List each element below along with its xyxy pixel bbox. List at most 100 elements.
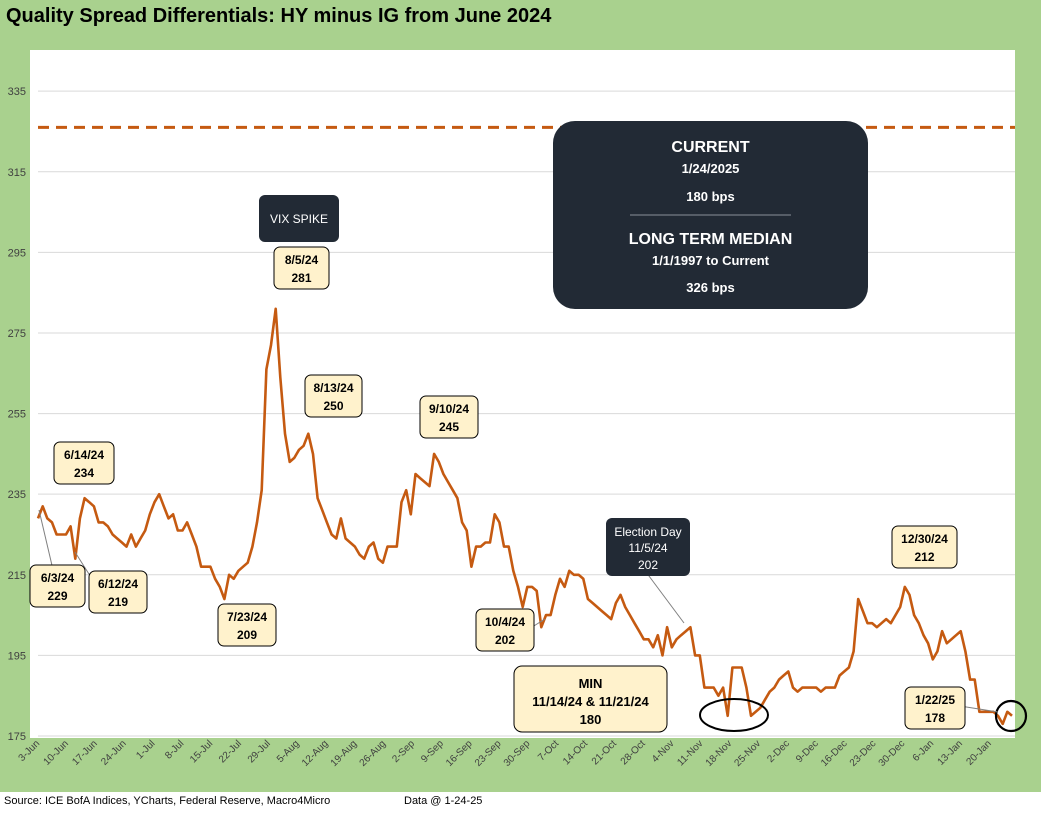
min-callout: MIN 11/14/24 & 11/21/24 180 — [513, 665, 668, 733]
x-tick-label: 15-Jul — [188, 738, 215, 765]
callout-date: 6/12/24 — [98, 577, 138, 591]
callout-date: 10/4/24 — [485, 615, 525, 629]
median-value: 326 bps — [686, 280, 734, 295]
callout-6-14: 6/14/24 234 — [53, 441, 115, 485]
election-date: 11/5/24 — [628, 541, 667, 555]
y-tick-label: 315 — [8, 167, 26, 179]
x-tick-label: 12-Aug — [300, 738, 331, 769]
source-note: Source: ICE BofA Indices, YCharts, Feder… — [4, 795, 331, 807]
current-highlight-circle — [994, 699, 1028, 733]
x-tick-label: 2-Sep — [390, 738, 417, 765]
vix-spike-label: VIX SPIKE — [259, 195, 339, 242]
x-tick-label: 29-Jul — [246, 738, 273, 765]
x-tick-label: 28-Oct — [619, 738, 648, 767]
min-label: MIN — [579, 676, 603, 691]
callout-date: 6/14/24 — [64, 448, 104, 462]
x-tick-label: 8-Jul — [163, 738, 186, 761]
y-tick-label: 175 — [8, 731, 26, 743]
y-tick-label: 295 — [8, 247, 26, 259]
election-day-callout: Election Day 11/5/24 202 — [606, 518, 690, 576]
x-tick-label: 13-Jan — [936, 738, 965, 767]
x-tick-label: 10-Jun — [42, 738, 71, 767]
current-label: CURRENT — [671, 139, 749, 156]
x-tick-label: 20-Jan — [964, 738, 993, 767]
callout-date: 8/13/24 — [313, 381, 353, 395]
chart-frame: 175 195 215 235 255 275 295 315 335 3-Jun 10-Jun 17… — [0, 34, 1041, 792]
min-highlight-ellipse — [699, 698, 769, 732]
data-date-note: Data @ 1-24-25 — [404, 795, 483, 807]
chart-title: Quality Spread Differentials: HY minus I… — [6, 5, 552, 27]
x-tick-label: 9-Sep — [419, 738, 446, 765]
callout-date: 1/22/25 — [915, 693, 955, 707]
callout-value: 250 — [323, 399, 343, 413]
x-tick-label: 11-Nov — [675, 738, 705, 768]
x-tick-label: 30-Sep — [502, 738, 533, 769]
callout-6-12: 6/12/24 219 — [88, 570, 148, 614]
x-tick-label: 17-Jun — [70, 738, 99, 767]
leader-election — [645, 571, 685, 624]
leader-6-3 — [38, 509, 55, 575]
x-tick-label: 5-Aug — [275, 738, 302, 765]
election-label: Election Day — [614, 525, 681, 539]
callout-6-3: 6/3/24 229 — [29, 564, 86, 608]
election-value: 202 — [638, 558, 658, 572]
y-tick-label: 195 — [8, 650, 26, 662]
x-tick-label: 16-Dec — [819, 738, 850, 769]
x-tick-label: 7-Oct — [536, 738, 561, 763]
x-tick-label: 9-Dec — [794, 738, 821, 765]
callout-12-30: 12/30/24 212 — [891, 525, 958, 569]
callout-7-23: 7/23/24 209 — [217, 603, 277, 647]
x-tick-label: 30-Dec — [877, 738, 908, 769]
x-tick-label: 24-Jun — [99, 738, 128, 767]
vix-spike-text: VIX SPIKE — [270, 212, 328, 226]
info-box: CURRENT 1/24/2025 180 bps LONG TERM MEDI… — [553, 121, 868, 309]
x-tick-label: 18-Nov — [704, 738, 735, 769]
x-tick-label: 6-Jan — [911, 738, 936, 763]
callout-date: 7/23/24 — [227, 610, 267, 624]
x-tick-label: 23-Sep — [473, 738, 504, 769]
x-tick-label: 16-Sep — [444, 738, 475, 769]
callout-value: 234 — [74, 466, 94, 480]
callout-9-10: 9/10/24 245 — [419, 395, 479, 439]
callout-8-13: 8/13/24 250 — [304, 374, 363, 418]
x-tick-label: 4-Nov — [650, 738, 677, 765]
callout-value: 245 — [439, 420, 459, 434]
min-dates: 11/14/24 & 11/21/24 — [532, 694, 649, 709]
y-tick-label: 335 — [8, 86, 26, 98]
x-tick-label: 19-Aug — [329, 738, 360, 769]
callout-8-5: 8/5/24 281 — [273, 246, 330, 290]
callout-date: 9/10/24 — [429, 402, 469, 416]
y-tick-label: 235 — [8, 489, 26, 501]
callout-date: 6/3/24 — [41, 571, 75, 585]
median-label: LONG TERM MEDIAN — [629, 231, 793, 248]
x-tick-label: 25-Nov — [733, 738, 764, 769]
callout-value: 202 — [495, 633, 515, 647]
x-tick-label: 2-Dec — [765, 738, 792, 765]
callout-10-4: 10/4/24 202 — [475, 608, 535, 652]
callout-1-22: 1/22/25 178 — [904, 686, 966, 730]
median-period: 1/1/1997 to Current — [652, 253, 770, 268]
leader-1-22 — [959, 705, 999, 713]
callout-value: 281 — [291, 271, 311, 285]
callout-value: 219 — [108, 595, 128, 609]
y-tick-label: 215 — [8, 570, 26, 582]
y-tick-label: 275 — [8, 328, 26, 340]
callout-date: 12/30/24 — [901, 532, 948, 546]
callout-value: 212 — [914, 550, 934, 564]
x-tick-label: 23-Dec — [848, 738, 879, 769]
y-tick-label: 255 — [8, 409, 26, 421]
x-tick-label: 26-Aug — [358, 738, 389, 769]
current-value: 180 bps — [686, 189, 734, 204]
callout-value: 178 — [925, 711, 945, 725]
x-tick-label: 14-Oct — [561, 738, 590, 767]
series-line — [36, 307, 1013, 726]
title-bar: Quality Spread Differentials: HY minus I… — [0, 0, 1041, 34]
x-tick-label: 1-Jul — [134, 738, 157, 761]
callout-value: 209 — [237, 628, 257, 642]
min-value: 180 — [580, 712, 602, 727]
footer: Source: ICE BofA Indices, YCharts, Feder… — [0, 792, 1041, 818]
callout-date: 8/5/24 — [285, 253, 319, 267]
x-tick-label: 21-Oct — [590, 738, 619, 767]
callout-value: 229 — [47, 589, 67, 603]
